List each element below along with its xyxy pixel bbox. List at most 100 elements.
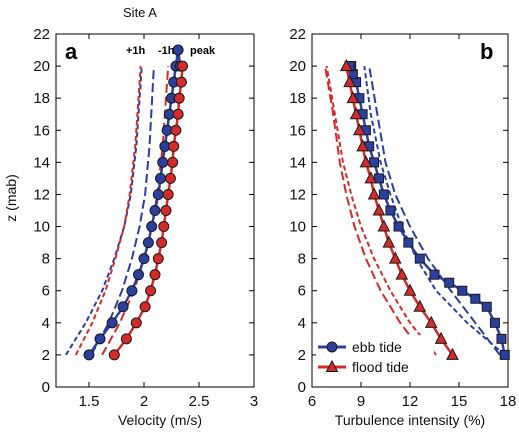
data-point <box>424 315 438 328</box>
data-point <box>172 44 184 56</box>
x-tick-label: 9 <box>357 393 365 410</box>
data-point <box>167 156 179 168</box>
data-point <box>168 140 180 152</box>
data-point <box>414 253 425 264</box>
x-tick-label: 18 <box>500 393 517 410</box>
data-point <box>156 237 168 249</box>
data-point <box>120 333 132 345</box>
data-point <box>149 269 161 281</box>
panel-a: 0 2 4 6 8 10 12 14 16 18 20 22 1.5 2 2.5 3 a +1h -1h peak <box>33 26 258 410</box>
x-tick-label: 2 <box>140 393 148 410</box>
x-tick-label: 6 <box>308 393 316 410</box>
y-tick-label: 18 <box>33 90 50 107</box>
panel-letter: b <box>480 39 493 64</box>
data-point <box>130 317 142 329</box>
data-point <box>367 187 381 200</box>
y-tick-label: 4 <box>42 315 50 332</box>
plot-area <box>311 33 509 388</box>
data-point <box>126 285 138 297</box>
data-point <box>339 59 353 72</box>
panel-letter: a <box>65 39 78 64</box>
legend-marker <box>326 341 338 353</box>
series-ebb-minus1h <box>368 65 501 356</box>
data-point <box>393 221 404 232</box>
data-point <box>155 172 166 184</box>
data-point <box>117 301 129 313</box>
data-point <box>377 219 391 232</box>
data-point <box>364 171 378 184</box>
data-point <box>353 123 366 136</box>
data-point <box>378 189 389 200</box>
y-axis-label-a: z (mab) <box>3 174 19 221</box>
legend-entry: flood tide <box>352 359 409 375</box>
y-tick-label: 16 <box>289 122 306 139</box>
data-point <box>170 124 182 136</box>
y-tick-label: 18 <box>289 90 306 107</box>
data-point <box>457 285 468 296</box>
y-tick-label: 0 <box>42 379 50 396</box>
data-point <box>481 301 492 312</box>
y-tick-label: 22 <box>33 26 50 43</box>
data-point <box>108 349 120 361</box>
y-tick-label: 12 <box>289 186 306 203</box>
data-point <box>382 235 396 248</box>
data-point <box>429 269 440 280</box>
data-point <box>372 203 386 216</box>
y-tick-label: 20 <box>33 58 50 75</box>
data-point <box>94 333 106 345</box>
y-tick-label: 6 <box>42 283 50 300</box>
legend-entry: ebb tide <box>352 339 402 355</box>
y-tick-label: 8 <box>298 251 306 268</box>
data-point <box>152 253 164 265</box>
y-tick-label: 0 <box>298 379 306 396</box>
data-point <box>142 237 154 249</box>
data-point <box>403 237 414 248</box>
data-point <box>149 205 161 216</box>
y-tick-label: 8 <box>42 251 50 268</box>
data-point <box>489 317 500 328</box>
data-point <box>385 205 396 216</box>
annotation-label: -1h <box>158 45 175 57</box>
data-point <box>499 349 510 360</box>
y-tick-label: 16 <box>33 122 50 139</box>
data-point <box>172 108 184 120</box>
data-point <box>349 107 363 120</box>
chart-title: Site A <box>123 5 157 20</box>
y-tick-label: 10 <box>33 219 50 236</box>
x-tick-label: 12 <box>402 393 419 410</box>
y-tick-label: 2 <box>298 347 306 364</box>
data-point <box>343 75 356 88</box>
data-point <box>496 333 507 344</box>
data-point <box>139 301 151 313</box>
y-tick-label: 2 <box>42 347 50 364</box>
data-point <box>106 317 118 329</box>
y-tick-label: 14 <box>289 154 306 171</box>
data-point <box>470 293 481 304</box>
data-point <box>158 221 170 233</box>
y-tick-label: 6 <box>298 283 306 300</box>
y-tick-label: 14 <box>33 154 50 171</box>
data-point <box>434 331 448 344</box>
x-tick-label: 3 <box>250 393 258 410</box>
data-point <box>157 156 169 168</box>
data-point <box>446 347 459 360</box>
data-point <box>173 92 185 104</box>
data-point <box>146 221 158 233</box>
data-point <box>160 205 172 216</box>
data-point <box>346 91 360 104</box>
y-tick-label: 20 <box>289 58 306 75</box>
x-axis-label-b: Turbulence intensity (%) <box>335 412 485 428</box>
data-point <box>152 188 164 200</box>
series-flood-minus1h <box>324 65 426 356</box>
x-tick-label: 1.5 <box>79 393 100 410</box>
data-point <box>395 267 409 280</box>
series-flood-plus1h <box>325 65 437 356</box>
data-point <box>359 155 373 168</box>
data-point <box>413 299 427 312</box>
data-point <box>403 283 417 296</box>
data-point <box>133 269 144 281</box>
panel-b: 0 2 4 6 8 10 12 14 16 18 20 22 6 9 12 15 18 b ebb tide floo… <box>289 26 516 410</box>
data-point <box>162 188 174 200</box>
x-tick-label: 2.5 <box>189 393 210 410</box>
